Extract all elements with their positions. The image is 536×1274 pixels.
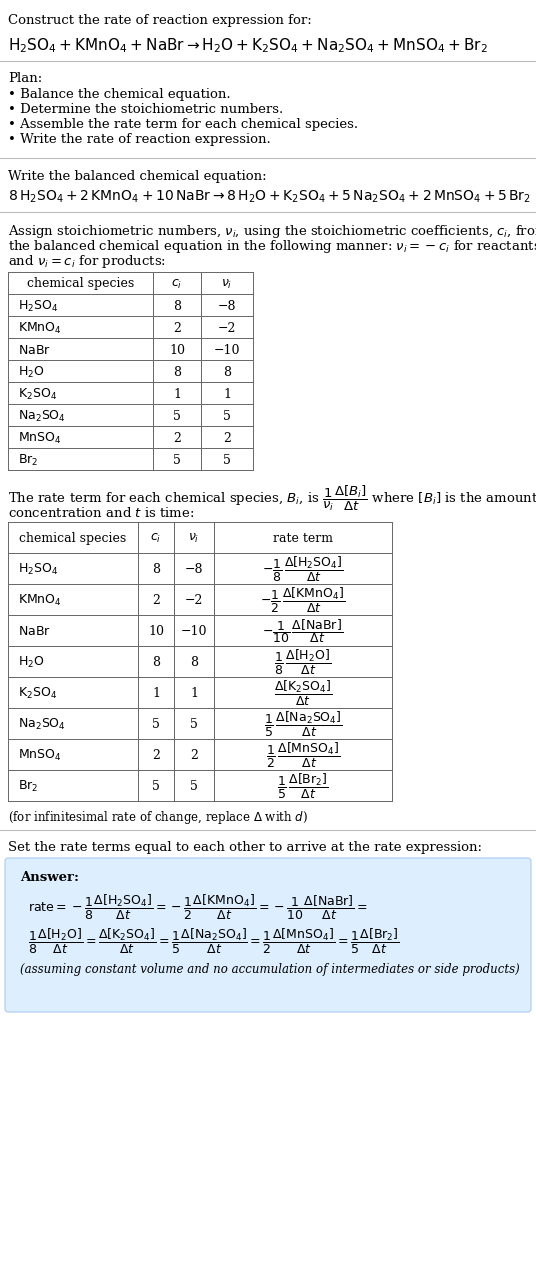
Text: 1: 1 (223, 387, 231, 400)
Text: (for infinitesimal rate of change, replace $\Delta$ with $d$): (for infinitesimal rate of change, repla… (8, 809, 308, 826)
Text: 1: 1 (190, 687, 198, 699)
Text: $\mathrm{NaBr}$: $\mathrm{NaBr}$ (18, 344, 51, 357)
Text: $\mathrm{Na_2SO_4}$: $\mathrm{Na_2SO_4}$ (18, 717, 66, 733)
Text: 2: 2 (190, 749, 198, 762)
Text: Answer:: Answer: (20, 871, 79, 884)
Text: 5: 5 (223, 409, 231, 423)
Text: $\mathrm{Br_2}$: $\mathrm{Br_2}$ (18, 778, 39, 794)
Text: −2: −2 (185, 594, 203, 606)
Text: $\mathrm{MnSO_4}$: $\mathrm{MnSO_4}$ (18, 431, 62, 446)
Text: Write the balanced chemical equation:: Write the balanced chemical equation: (8, 169, 266, 183)
Text: 1: 1 (173, 387, 181, 400)
Text: $\mathrm{8\,H_2SO_4 + 2\,KMnO_4 + 10\,NaBr \rightarrow 8\,H_2O + K_2SO_4 + 5\,Na: $\mathrm{8\,H_2SO_4 + 2\,KMnO_4 + 10\,Na… (8, 189, 531, 205)
Text: Plan:: Plan: (8, 73, 42, 85)
Text: 5: 5 (190, 780, 198, 792)
Text: and $\nu_i = c_i$ for products:: and $\nu_i = c_i$ for products: (8, 254, 166, 270)
Text: • Determine the stoichiometric numbers.: • Determine the stoichiometric numbers. (8, 103, 283, 116)
Text: $-\dfrac{1}{8}\,\dfrac{\Delta[\mathrm{H_2SO_4}]}{\Delta t}$: $-\dfrac{1}{8}\,\dfrac{\Delta[\mathrm{H_… (262, 555, 344, 583)
Text: −2: −2 (218, 321, 236, 335)
Text: −10: −10 (181, 626, 207, 638)
Text: $\dfrac{1}{5}\,\dfrac{\Delta[\mathrm{Br_2}]}{\Delta t}$: $\dfrac{1}{5}\,\dfrac{\Delta[\mathrm{Br_… (277, 772, 329, 801)
Text: 8: 8 (152, 563, 160, 576)
Bar (8, 273, 253, 470)
Text: 1: 1 (152, 687, 160, 699)
Text: Construct the rate of reaction expression for:: Construct the rate of reaction expressio… (8, 14, 312, 27)
Text: −8: −8 (185, 563, 203, 576)
Text: $\mathrm{H_2SO_4}$: $\mathrm{H_2SO_4}$ (18, 298, 58, 313)
Text: chemical species: chemical species (27, 278, 134, 290)
Text: 5: 5 (152, 719, 160, 731)
Text: the balanced chemical equation in the following manner: $\nu_i = -c_i$ for react: the balanced chemical equation in the fo… (8, 238, 536, 255)
Text: $-\dfrac{1}{10}\,\dfrac{\Delta[\mathrm{NaBr}]}{\Delta t}$: $-\dfrac{1}{10}\,\dfrac{\Delta[\mathrm{N… (263, 618, 344, 646)
Text: • Write the rate of reaction expression.: • Write the rate of reaction expression. (8, 132, 271, 147)
Text: • Balance the chemical equation.: • Balance the chemical equation. (8, 88, 230, 101)
Text: $c_i$: $c_i$ (151, 533, 162, 545)
Text: 2: 2 (223, 432, 231, 445)
Text: 8: 8 (152, 656, 160, 669)
Text: 5: 5 (190, 719, 198, 731)
Text: 8: 8 (173, 366, 181, 378)
Text: 8: 8 (223, 366, 231, 378)
Text: $\mathrm{K_2SO_4}$: $\mathrm{K_2SO_4}$ (18, 685, 57, 701)
Text: 8: 8 (190, 656, 198, 669)
Text: The rate term for each chemical species, $B_i$, is $\dfrac{1}{\nu_i}\dfrac{\Delt: The rate term for each chemical species,… (8, 484, 536, 513)
Text: Assign stoichiometric numbers, $\nu_i$, using the stoichiometric coefficients, $: Assign stoichiometric numbers, $\nu_i$, … (8, 223, 536, 240)
Text: Set the rate terms equal to each other to arrive at the rate expression:: Set the rate terms equal to each other t… (8, 841, 482, 854)
Text: $\mathrm{Na_2SO_4}$: $\mathrm{Na_2SO_4}$ (18, 409, 66, 423)
Text: 8: 8 (173, 299, 181, 312)
Text: $\mathrm{MnSO_4}$: $\mathrm{MnSO_4}$ (18, 748, 62, 763)
Text: concentration and $t$ is time:: concentration and $t$ is time: (8, 506, 195, 520)
Text: $\mathrm{H_2O}$: $\mathrm{H_2O}$ (18, 655, 44, 670)
Text: 5: 5 (152, 780, 160, 792)
Text: $\mathrm{H_2SO_4 + KMnO_4 + NaBr \rightarrow H_2O + K_2SO_4 + Na_2SO_4 + MnSO_4 : $\mathrm{H_2SO_4 + KMnO_4 + NaBr \righta… (8, 36, 488, 55)
Text: $\dfrac{1}{5}\,\dfrac{\Delta[\mathrm{Na_2SO_4}]}{\Delta t}$: $\dfrac{1}{5}\,\dfrac{\Delta[\mathrm{Na_… (264, 710, 343, 739)
Text: −10: −10 (214, 344, 240, 357)
Text: $-\dfrac{1}{2}\,\dfrac{\Delta[\mathrm{KMnO_4}]}{\Delta t}$: $-\dfrac{1}{2}\,\dfrac{\Delta[\mathrm{KM… (260, 586, 346, 615)
Text: (assuming constant volume and no accumulation of intermediates or side products): (assuming constant volume and no accumul… (20, 963, 520, 976)
Text: $\mathrm{H_2SO_4}$: $\mathrm{H_2SO_4}$ (18, 562, 58, 577)
Text: $\dfrac{1}{8}\,\dfrac{\Delta[\mathrm{H_2O}]}{\Delta t}$: $\dfrac{1}{8}\,\dfrac{\Delta[\mathrm{H_2… (274, 648, 332, 676)
Text: 2: 2 (152, 749, 160, 762)
Text: 5: 5 (173, 454, 181, 466)
Text: $c_i$: $c_i$ (172, 278, 183, 290)
Text: $\mathrm{KMnO_4}$: $\mathrm{KMnO_4}$ (18, 592, 62, 608)
Text: $\mathrm{KMnO_4}$: $\mathrm{KMnO_4}$ (18, 321, 62, 335)
Text: −8: −8 (218, 299, 236, 312)
Text: $\mathrm{H_2O}$: $\mathrm{H_2O}$ (18, 364, 44, 380)
Text: 5: 5 (173, 409, 181, 423)
FancyBboxPatch shape (5, 857, 531, 1012)
Text: $\nu_i$: $\nu_i$ (188, 533, 200, 545)
Text: 2: 2 (173, 321, 181, 335)
Text: 10: 10 (148, 626, 164, 638)
Text: 5: 5 (223, 454, 231, 466)
Text: $\mathrm{Br_2}$: $\mathrm{Br_2}$ (18, 452, 39, 468)
Text: • Assemble the rate term for each chemical species.: • Assemble the rate term for each chemic… (8, 118, 358, 131)
Text: $\dfrac{1}{2}\,\dfrac{\Delta[\mathrm{MnSO_4}]}{\Delta t}$: $\dfrac{1}{2}\,\dfrac{\Delta[\mathrm{MnS… (266, 741, 340, 769)
Text: $\mathrm{NaBr}$: $\mathrm{NaBr}$ (18, 626, 51, 638)
Text: $\dfrac{\Delta[\mathrm{K_2SO_4}]}{\Delta t}$: $\dfrac{\Delta[\mathrm{K_2SO_4}]}{\Delta… (274, 679, 332, 708)
Text: $\mathrm{rate} = -\dfrac{1}{8}\dfrac{\Delta[\mathrm{H_2SO_4}]}{\Delta t} = -\dfr: $\mathrm{rate} = -\dfrac{1}{8}\dfrac{\De… (28, 893, 368, 922)
Text: 2: 2 (152, 594, 160, 606)
Text: 10: 10 (169, 344, 185, 357)
Text: 2: 2 (173, 432, 181, 445)
Text: rate term: rate term (273, 533, 333, 545)
Text: chemical species: chemical species (19, 533, 126, 545)
Text: $\dfrac{1}{8}\dfrac{\Delta[\mathrm{H_2O}]}{\Delta t} = \dfrac{\Delta[\mathrm{K_2: $\dfrac{1}{8}\dfrac{\Delta[\mathrm{H_2O}… (28, 927, 400, 956)
Bar (8, 522, 392, 801)
Text: $\nu_i$: $\nu_i$ (221, 278, 233, 290)
Text: $\mathrm{K_2SO_4}$: $\mathrm{K_2SO_4}$ (18, 386, 57, 401)
